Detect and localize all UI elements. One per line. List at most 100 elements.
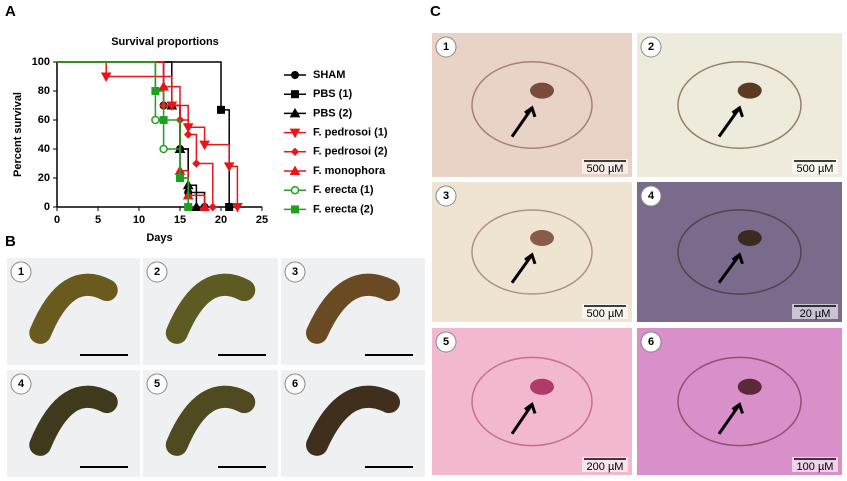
- micrograph: [637, 328, 842, 475]
- scale-label: 500 µM: [587, 163, 624, 175]
- image-number: 3: [443, 190, 449, 202]
- legend-label: SHAM: [313, 69, 345, 81]
- pigment: [530, 230, 554, 246]
- arrow: [510, 105, 537, 138]
- y-axis-label: Percent survival: [12, 92, 24, 177]
- pigment: [737, 230, 762, 246]
- tissue: [677, 61, 802, 149]
- panel-label: B: [5, 233, 16, 250]
- panel-label: C: [430, 3, 441, 20]
- number-badge: [435, 185, 457, 207]
- marker: [199, 201, 210, 211]
- tissue: [677, 356, 802, 447]
- larva: [29, 273, 118, 344]
- scale-box: [582, 304, 628, 319]
- number-badge: [640, 185, 662, 207]
- legend-marker: [289, 128, 301, 139]
- scale-box: [582, 159, 628, 174]
- pigment: [530, 82, 554, 99]
- arrow: [510, 252, 537, 284]
- scale-box: [792, 457, 838, 472]
- image-number: 4: [18, 378, 25, 390]
- arrow: [717, 252, 744, 284]
- legend-marker: [289, 165, 301, 175]
- legend-marker: [291, 205, 299, 214]
- larva: [29, 385, 118, 456]
- survival-step: [57, 61, 198, 207]
- pigment: [737, 82, 762, 99]
- marker: [225, 203, 234, 211]
- pigment: [530, 378, 554, 395]
- image-number: 2: [154, 266, 160, 278]
- larva: [165, 385, 256, 456]
- image-number: 6: [648, 336, 654, 348]
- x-axis-label: Days: [146, 232, 172, 244]
- x-tick-label: 25: [256, 214, 268, 226]
- legend-label: PBS (2): [313, 107, 352, 119]
- marker: [208, 202, 218, 212]
- marker: [158, 81, 169, 91]
- survival-step: [57, 61, 230, 207]
- legend-marker: [290, 147, 300, 157]
- legend-label: F. erecta (2): [313, 203, 374, 215]
- legend-marker: [291, 71, 299, 79]
- pigment: [737, 378, 762, 395]
- larva: [165, 273, 256, 344]
- marker: [191, 201, 202, 211]
- x-tick-label: 15: [174, 214, 186, 226]
- scale-box: [792, 304, 838, 319]
- image-number: 1: [443, 41, 449, 53]
- scale-label: 200 µM: [587, 461, 624, 473]
- scale-label: 500 µM: [587, 308, 624, 320]
- x-tick-label: 10: [133, 214, 145, 226]
- scale-label: 20 µM: [800, 308, 831, 320]
- survival-step: [57, 61, 206, 207]
- marker: [159, 116, 168, 124]
- survival-step: [57, 61, 189, 207]
- legend-label: F. erecta (1): [313, 184, 374, 196]
- larva: [306, 385, 400, 456]
- micrograph: [637, 33, 842, 177]
- marker: [183, 130, 193, 139]
- marker: [199, 140, 210, 151]
- y-tick-label: 60: [38, 114, 50, 126]
- number-badge: [146, 373, 168, 395]
- marker: [192, 159, 201, 168]
- number-badge: [640, 36, 662, 58]
- y-tick-label: 100: [32, 56, 50, 68]
- x-tick-label: 5: [95, 214, 101, 226]
- micrograph: [432, 33, 632, 177]
- image-number: 5: [154, 378, 160, 390]
- x-tick-label: 0: [54, 214, 60, 226]
- marker: [151, 87, 160, 95]
- number-badge: [10, 261, 32, 283]
- legend-marker: [290, 185, 300, 195]
- micrograph: [637, 182, 842, 322]
- image-number: 5: [443, 336, 449, 348]
- arrow: [717, 105, 744, 138]
- tissue: [471, 209, 593, 295]
- arrow: [717, 402, 744, 435]
- marker: [232, 203, 243, 213]
- tissue: [677, 209, 802, 295]
- legend-label: F. pedrosoi (2): [313, 146, 388, 158]
- x-tick-label: 20: [215, 214, 227, 226]
- y-tick-label: 0: [44, 201, 50, 213]
- y-tick-label: 40: [38, 143, 50, 155]
- image-number: 1: [18, 266, 24, 278]
- scale-box: [792, 159, 838, 174]
- legend-marker: [289, 107, 301, 118]
- micrograph: [432, 328, 632, 475]
- number-badge: [640, 331, 662, 353]
- number-badge: [435, 36, 457, 58]
- number-badge: [10, 373, 32, 395]
- photo: [281, 370, 425, 477]
- number-badge: [284, 261, 306, 283]
- survival-step: [57, 61, 189, 207]
- marker: [100, 72, 112, 83]
- micrograph: [432, 182, 632, 322]
- marker: [159, 144, 168, 154]
- number-badge: [146, 261, 168, 283]
- survival-step: [57, 61, 206, 207]
- legend-label: F. monophora: [313, 165, 386, 177]
